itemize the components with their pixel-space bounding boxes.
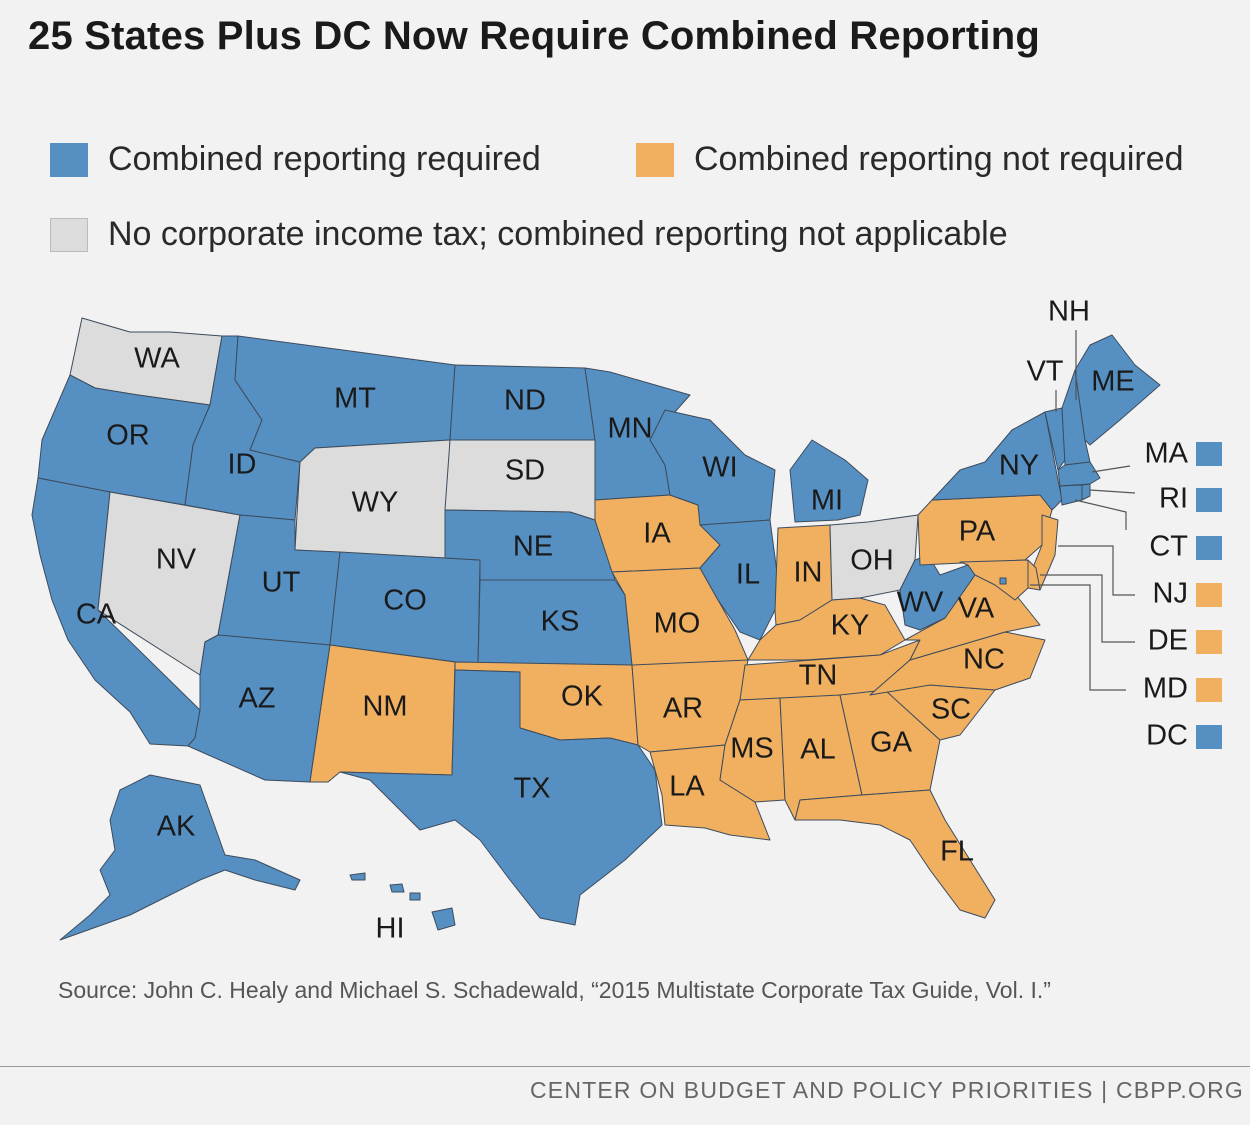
label-az: AZ (238, 683, 275, 715)
legend-required: Combined reporting required (50, 140, 541, 179)
side-label-ri: RI (1159, 483, 1188, 515)
state-labels: WA OR CA NV ID MT WY UT AZ CO NM ND SD N… (76, 296, 1135, 945)
side-swatch-dc[interactable] (1196, 725, 1222, 749)
state-hi[interactable] (349, 872, 456, 931)
source-note: Source: John C. Healy and Michael S. Sch… (58, 977, 1051, 1003)
map-title: 25 States Plus DC Now Require Combined R… (28, 14, 1040, 58)
label-fl: FL (940, 836, 974, 868)
side-label-md: MD (1143, 673, 1188, 705)
side-label-ct: CT (1149, 531, 1188, 563)
label-pa: PA (959, 516, 996, 548)
label-mt: MT (334, 383, 376, 415)
state-dc[interactable] (999, 577, 1007, 585)
side-swatch-nj[interactable] (1196, 583, 1222, 607)
label-ny: NY (999, 450, 1039, 482)
state-il[interactable] (699, 519, 779, 641)
label-ut: UT (262, 567, 301, 599)
label-ar: AR (663, 693, 703, 725)
label-sc: SC (931, 694, 971, 726)
label-al: AL (800, 734, 835, 766)
legend-label-required: Combined reporting required (108, 140, 541, 178)
label-wv: WV (897, 587, 944, 619)
state-me[interactable] (1074, 334, 1161, 446)
side-label-ma: MA (1145, 438, 1189, 470)
side-swatch-de[interactable] (1196, 630, 1222, 654)
label-va: VA (958, 593, 995, 625)
state-ca[interactable] (31, 477, 201, 747)
footer-credit: CENTER ON BUDGET AND POLICY PRIORITIES |… (529, 1077, 1244, 1103)
label-sd: SD (505, 455, 545, 487)
label-tx: TX (513, 773, 550, 805)
state-fl[interactable] (794, 789, 996, 919)
legend-label-not-required: Combined reporting not required (694, 140, 1184, 178)
state-ri[interactable] (1081, 483, 1091, 501)
label-mi: MI (811, 485, 843, 517)
legend-label-not-applicable: No corporate income tax; combined report… (108, 215, 1008, 253)
leader-ri (1089, 489, 1136, 494)
label-ga: GA (870, 727, 913, 759)
state-nh[interactable] (1061, 369, 1091, 466)
label-wa: WA (134, 343, 180, 375)
label-nh: NH (1048, 296, 1090, 328)
label-ne: NE (513, 531, 553, 563)
label-nv: NV (156, 544, 197, 576)
label-nc: NC (963, 644, 1005, 676)
label-mn: MN (607, 413, 652, 445)
label-tn: TN (799, 660, 838, 692)
leader-ct (1074, 499, 1127, 530)
label-hi: HI (376, 913, 405, 945)
side-swatch-ma[interactable] (1196, 442, 1222, 466)
label-id: ID (228, 449, 257, 481)
label-ia: IA (643, 518, 671, 550)
legend-swatch-required (50, 142, 88, 177)
label-nm: NM (362, 691, 407, 723)
legend-not-applicable: No corporate income tax; combined report… (50, 215, 1008, 254)
label-wy: WY (352, 487, 399, 519)
leader-nj (1058, 545, 1135, 596)
label-il: IL (736, 559, 760, 591)
label-ak: AK (157, 811, 196, 843)
leader-lines (1030, 330, 1136, 691)
leader-md (1030, 584, 1126, 691)
state-md[interactable] (959, 559, 1029, 601)
leader-de (1040, 574, 1135, 643)
label-wi: WI (702, 452, 737, 484)
legend-not-required: Combined reporting not required (636, 140, 1184, 179)
legend-swatch-not-applicable (50, 217, 88, 252)
small-states-list: MA RI CT NJ DE MD DC (1143, 438, 1222, 752)
label-ky: KY (831, 610, 870, 642)
state-ak[interactable] (59, 774, 301, 941)
label-or: OR (106, 420, 150, 452)
footer-divider (0, 1066, 1250, 1067)
side-swatch-ri[interactable] (1196, 488, 1222, 512)
side-label-nj: NJ (1153, 578, 1188, 610)
us-map: WA OR CA NV ID MT WY UT AZ CO NM ND SD N… (31, 296, 1222, 945)
side-label-de: DE (1148, 625, 1188, 657)
leader-ma (1091, 465, 1131, 473)
side-swatch-md[interactable] (1196, 678, 1222, 702)
label-ks: KS (541, 606, 580, 638)
state-ct[interactable] (1059, 484, 1083, 506)
label-ms: MS (730, 733, 774, 765)
state-ma[interactable] (1057, 461, 1101, 487)
label-ca: CA (76, 599, 117, 631)
state-mi[interactable] (789, 439, 869, 523)
side-label-dc: DC (1146, 720, 1188, 752)
state-ny[interactable] (931, 411, 1063, 511)
label-oh: OH (850, 545, 894, 577)
label-la: LA (669, 771, 705, 803)
side-swatch-ct[interactable] (1196, 536, 1222, 560)
label-mo: MO (654, 608, 701, 640)
label-nd: ND (504, 385, 546, 417)
label-me: ME (1091, 366, 1135, 398)
state-tx[interactable] (339, 669, 663, 926)
label-in: IN (794, 557, 823, 589)
label-ok: OK (561, 681, 604, 713)
label-vt: VT (1026, 356, 1063, 388)
legend-swatch-not-required (636, 142, 674, 177)
label-co: CO (383, 585, 427, 617)
